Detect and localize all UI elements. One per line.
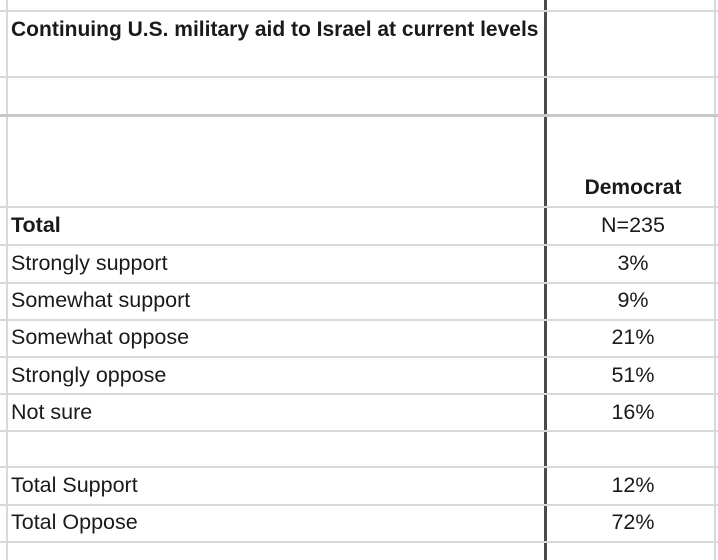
table-row: Somewhat oppose 21% xyxy=(0,319,718,356)
summary-value[interactable]: 72% xyxy=(611,510,655,534)
row-label[interactable]: Somewhat support xyxy=(11,288,191,312)
gridline-horizontal xyxy=(0,393,718,395)
row-value[interactable]: 16% xyxy=(611,400,655,424)
frozen-column-divider xyxy=(544,0,547,560)
row-label[interactable]: Somewhat oppose xyxy=(11,325,190,349)
row-label[interactable]: Not sure xyxy=(11,400,93,424)
gridline-horizontal xyxy=(0,10,718,12)
summary-label[interactable]: Total Oppose xyxy=(11,510,138,534)
table-row: Strongly oppose 51% xyxy=(0,357,718,394)
table-row: Total N=235 xyxy=(0,207,718,244)
row-label[interactable]: Strongly support xyxy=(11,251,168,275)
gridline-horizontal xyxy=(0,76,718,78)
empty-cell[interactable] xyxy=(6,170,545,206)
gridline-horizontal xyxy=(0,466,718,468)
summary-label[interactable]: Total Support xyxy=(11,473,138,497)
table-row: Not sure 16% xyxy=(0,394,718,431)
gridline-vertical xyxy=(6,0,8,560)
gridline-horizontal xyxy=(0,244,718,246)
gridline-horizontal xyxy=(0,356,718,358)
header-row: Democrat xyxy=(0,170,718,206)
column-header-democrat[interactable]: Democrat xyxy=(584,176,682,199)
question-title[interactable]: Continuing U.S. military aid to Israel a… xyxy=(11,18,539,41)
table-row: Total Oppose 72% xyxy=(0,504,718,541)
gridline-vertical xyxy=(714,0,716,560)
gridline-horizontal xyxy=(0,541,718,543)
row-value[interactable]: 3% xyxy=(617,251,649,275)
total-label[interactable]: Total xyxy=(11,213,61,237)
gridline-horizontal xyxy=(0,504,718,506)
row-value[interactable]: 51% xyxy=(611,363,655,387)
table-row: Total Support 12% xyxy=(0,467,718,504)
gridline-horizontal xyxy=(0,319,718,321)
gridline-horizontal xyxy=(0,114,718,117)
row-label[interactable]: Strongly oppose xyxy=(11,363,167,387)
total-n-value[interactable]: N=235 xyxy=(601,213,665,237)
row-value[interactable]: 21% xyxy=(611,325,655,349)
empty-cell[interactable] xyxy=(548,10,718,76)
gridline-horizontal xyxy=(0,282,718,284)
table-row: Strongly support 3% xyxy=(0,245,718,282)
gridline-horizontal xyxy=(0,206,718,208)
row-value[interactable]: 9% xyxy=(617,288,649,312)
table-row: Continuing U.S. military aid to Israel a… xyxy=(0,10,718,76)
table-row: Somewhat support 9% xyxy=(0,282,718,319)
gridline-horizontal xyxy=(0,430,718,432)
summary-value[interactable]: 12% xyxy=(611,473,655,497)
